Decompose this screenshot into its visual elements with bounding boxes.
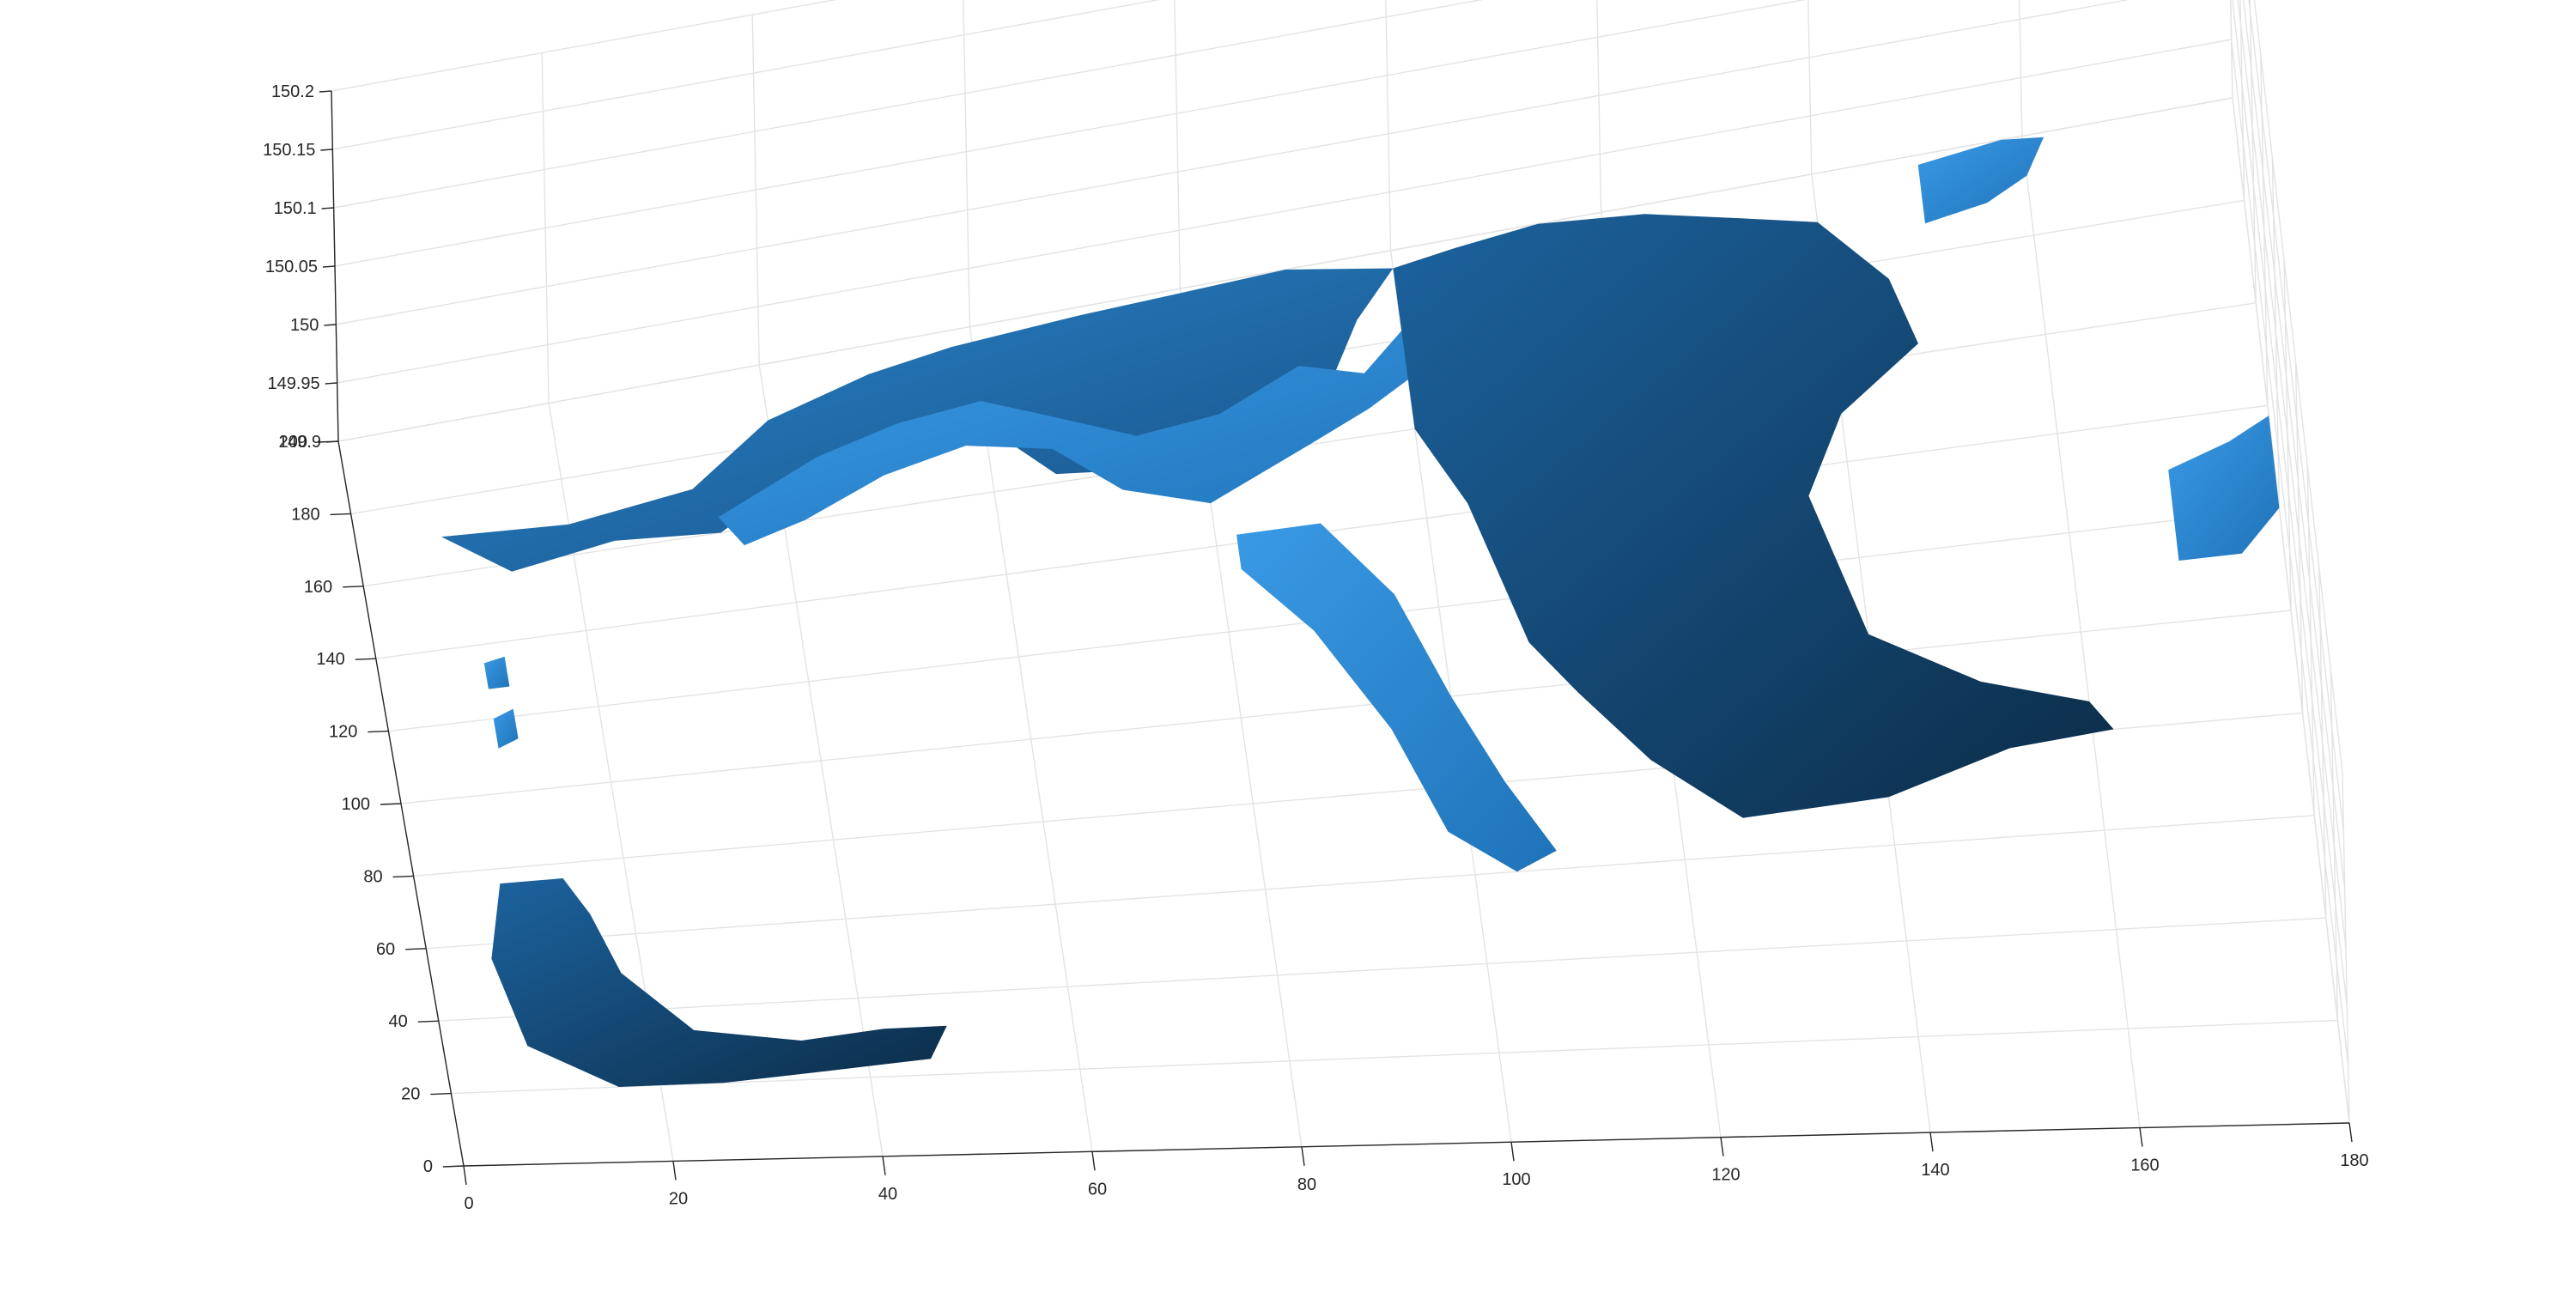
y-tick-label-7: 140	[316, 650, 344, 669]
y-tick-4	[392, 875, 414, 878]
surface-patch-east-channel	[1236, 523, 1557, 872]
grid-rwall-y-10	[2230, 0, 2233, 99]
z-tick-label-5: 150.15	[263, 141, 315, 160]
surface-patch-northeast-fragment	[1917, 137, 2044, 224]
x-tick-2	[882, 1156, 886, 1175]
x-tick-label-1: 20	[669, 1189, 688, 1208]
z-tick-label-3: 150.05	[265, 258, 318, 276]
z-tick-3	[322, 265, 336, 268]
y-tick-label-2: 40	[389, 1012, 408, 1031]
x-tick-label-5: 100	[1502, 1170, 1530, 1189]
z-tick-label-6: 150.2	[271, 82, 314, 101]
x-tick-7	[1929, 1132, 1934, 1152]
y-tick-0	[442, 1165, 465, 1168]
z-tick-0	[325, 440, 339, 443]
grid-line-z-2	[336, 0, 2129, 325]
surface-patch-west-speck-1	[483, 656, 510, 689]
x-tick-label-2: 40	[878, 1185, 897, 1204]
z-tick-label-0: 149.9	[278, 433, 321, 452]
grid-line-y-1	[451, 1019, 2338, 1095]
surface-patch-far-east-patch	[2168, 416, 2280, 561]
surface-patch-southwest-lobe	[491, 878, 947, 1087]
y-tick-6	[368, 730, 389, 733]
grid-line-y-5	[400, 610, 2292, 804]
y-tick-label-1: 20	[401, 1085, 420, 1104]
y-tick-2	[417, 1020, 439, 1023]
surface-patch-north-arch	[718, 331, 1448, 546]
grid-line-z-6	[331, 0, 837, 92]
x-tick-8	[2139, 1127, 2143, 1147]
y-tick-label-0: 0	[423, 1157, 433, 1176]
grid-rwall-z-3	[2237, 0, 2347, 949]
y-tick-label-8: 160	[304, 578, 332, 597]
y-tick-label-10: 200	[279, 433, 307, 452]
z-tick-6	[319, 90, 332, 93]
grid-wall-x-8	[2019, 0, 2023, 137]
grid-wall-x-3	[963, 0, 971, 327]
grid-line-y-3	[426, 815, 2315, 950]
grid-line-y-2	[438, 917, 2326, 1022]
x-tick-3	[1091, 1151, 1096, 1171]
surface-patch-west-speck-2	[493, 708, 519, 749]
grid-rwall-z-4	[2242, 0, 2346, 890]
grid-wall-x-6	[1596, 0, 1602, 213]
x-tick-label-6: 120	[1711, 1166, 1740, 1185]
x-tick-4	[1301, 1146, 1305, 1166]
x-tick-label-9: 180	[2340, 1151, 2368, 1170]
grid-wall-x-4	[1174, 0, 1182, 289]
z-tick-label-1: 149.95	[267, 374, 319, 393]
x-tick-9	[2348, 1122, 2353, 1143]
x-tick-label-0: 0	[464, 1194, 473, 1213]
x-tick-6	[1720, 1137, 1724, 1156]
z-tick-label-4: 150.1	[274, 199, 317, 218]
x-tick-label-8: 160	[2130, 1156, 2159, 1175]
y-tick-1	[430, 1092, 452, 1096]
grid-line-z-1	[337, 39, 2232, 384]
tick-labels: 0 20 40 60 80 100 120 140 160 180 0 20 40 60 80 100 120 1…	[263, 82, 2369, 1213]
y-tick-8	[343, 586, 364, 588]
y-tick-label-3: 60	[376, 940, 395, 959]
surface-patch-east-basin	[1393, 214, 2114, 818]
x-tick-5	[1510, 1142, 1515, 1162]
grid-line-z-3	[334, 0, 1807, 267]
grid-rwall-z-2	[2232, 0, 2348, 1007]
x-tick-label-7: 140	[1921, 1161, 1949, 1180]
x-tick-label-4: 80	[1297, 1175, 1316, 1194]
y-tick-label-5: 100	[342, 795, 370, 814]
y-tick-label-9: 180	[291, 505, 319, 524]
y-tick-9	[330, 513, 351, 516]
grid-rwall-z-1	[2230, 39, 2349, 1065]
z-tick-5	[320, 149, 333, 151]
y-tick-label-6: 120	[329, 723, 357, 742]
y-tick-3	[405, 948, 427, 950]
grid-wall-x-7	[1807, 0, 1813, 174]
z-tick-label-2: 150	[290, 316, 319, 335]
grid-line-z-4	[333, 0, 1484, 209]
grid-rwall-z-5	[2248, 0, 2345, 832]
grid-wall-x-5	[1385, 0, 1392, 251]
y-tick-label-4: 80	[363, 867, 382, 886]
grid-rwall-z-0	[2232, 97, 2350, 1124]
z-tick-4	[321, 207, 334, 209]
grid-line-z-5	[332, 0, 1160, 150]
surface-layer	[440, 137, 2280, 1087]
grid-wall-x-1	[541, 52, 550, 404]
grid-wall-x-2	[751, 15, 760, 366]
x-tick-1	[672, 1161, 677, 1181]
x-tick-label-3: 60	[1088, 1180, 1107, 1199]
x-tick-0	[463, 1165, 467, 1186]
x-axis-line	[463, 1122, 2350, 1167]
z-tick-1	[325, 382, 337, 385]
grid-rwall-z-6	[2253, 0, 2343, 774]
axis-layer	[317, 90, 2353, 1186]
